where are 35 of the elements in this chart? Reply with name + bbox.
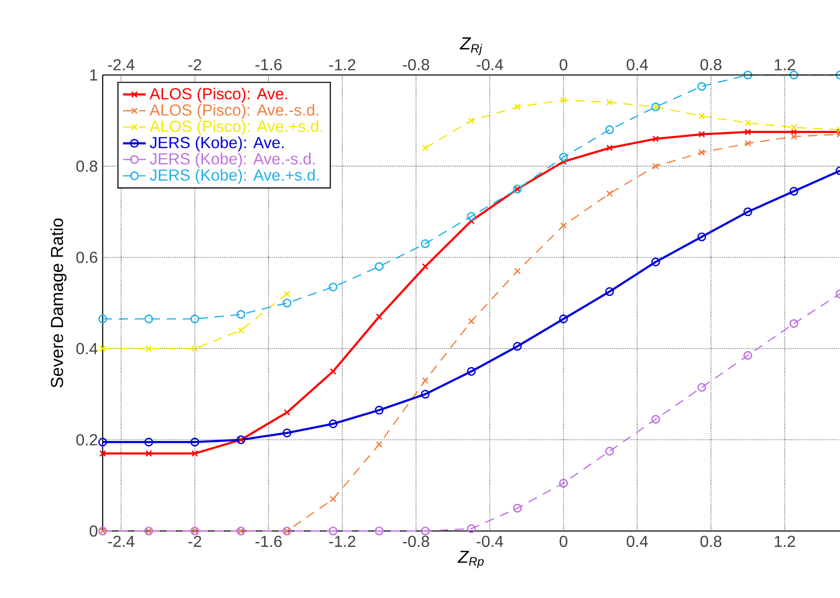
x2-tick-label: 1.2 bbox=[774, 59, 796, 70]
x-tick-label: -1.2 bbox=[329, 536, 356, 547]
y-tick-label: 0.4 bbox=[76, 342, 98, 354]
x-tick-label: -0.8 bbox=[402, 536, 430, 548]
x-tick-label: 1.2 bbox=[774, 536, 796, 547]
y-tick-label: 0.2 bbox=[76, 434, 98, 446]
x-tick-label: -2.4 bbox=[108, 536, 134, 547]
legend-label: JERS (Kobe): Ave. bbox=[150, 136, 284, 152]
x2-tick-label: 0.8 bbox=[700, 58, 722, 70]
legend-label: JERS (Kobe): Ave.+s.d. bbox=[150, 169, 319, 184]
x2-tick-label: 0.4 bbox=[626, 58, 648, 70]
y-tick-label: 0.8 bbox=[76, 160, 98, 172]
x2-tick-label: -2 bbox=[188, 59, 202, 70]
x-tick-label: -1.6 bbox=[255, 536, 282, 548]
legend-label: ALOS (Pisco): Ave.-s.d. bbox=[150, 104, 318, 119]
x2-axis-title: Z$_{Rj}$ bbox=[460, 37, 482, 56]
x2-tick-label: -1.2 bbox=[329, 59, 356, 70]
x2-tick-label: -0.4 bbox=[476, 58, 504, 70]
x-axis-title: Z$_{Rp}$ bbox=[458, 550, 484, 568]
x-tick-label: -2 bbox=[188, 536, 202, 547]
x-tick-label: 0 bbox=[560, 536, 568, 548]
legend-label: ALOS (Pisco): Ave. bbox=[150, 88, 288, 103]
x2-tick-label: -1.6 bbox=[255, 58, 282, 70]
x-tick-label: 0.8 bbox=[700, 536, 722, 548]
x-tick-label: -0.4 bbox=[476, 536, 504, 548]
y-tick-label: 0 bbox=[90, 525, 98, 537]
y-tick-label: 0.6 bbox=[76, 252, 98, 264]
y-axis-title: Severe Damage Ratio bbox=[50, 218, 67, 388]
x2-tick-label: -0.8 bbox=[402, 58, 430, 70]
x2-tick-label: 0 bbox=[560, 58, 568, 70]
y-tick-label: 1 bbox=[90, 69, 98, 80]
x2-tick-label: -2.4 bbox=[108, 59, 134, 70]
x-tick-label: 0.4 bbox=[626, 536, 648, 548]
legend-label: ALOS (Pisco): Ave.+s.d. bbox=[150, 120, 322, 136]
legend-label: JERS (Kobe): Ave.-s.d. bbox=[150, 152, 315, 168]
